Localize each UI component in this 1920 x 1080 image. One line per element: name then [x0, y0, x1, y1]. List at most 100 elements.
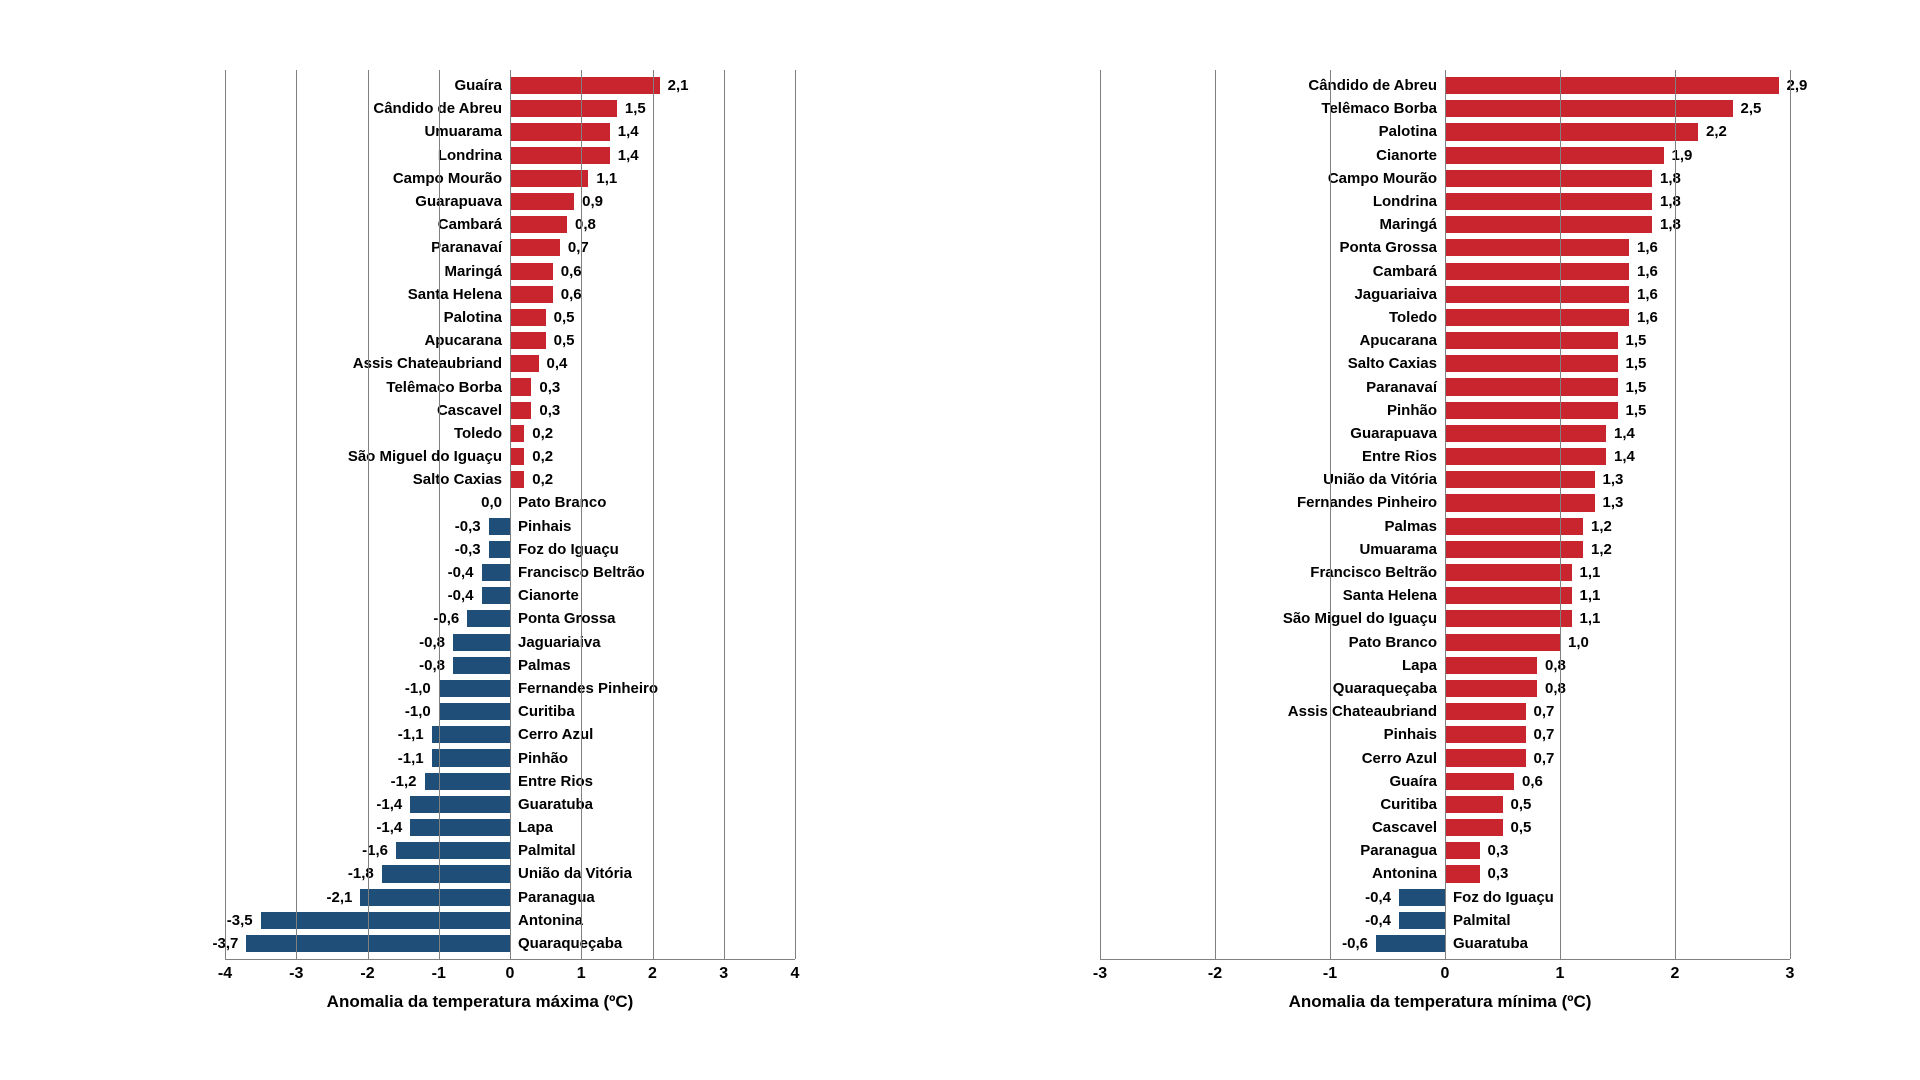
positive-bar	[1445, 378, 1618, 395]
category-label: Assis Chateaubriand	[1288, 703, 1437, 720]
negative-bar	[432, 749, 510, 766]
value-label: 1,8	[1660, 193, 1681, 210]
value-label: 1,4	[618, 123, 639, 140]
x-tick-label: 1	[1556, 965, 1565, 983]
value-label: 0,6	[561, 263, 582, 280]
value-label: 1,6	[1637, 309, 1658, 326]
category-label: Pinhais	[1384, 726, 1437, 743]
category-label: Apucarana	[424, 332, 502, 349]
negative-bar	[482, 564, 511, 581]
category-label: Cerro Azul	[1362, 750, 1437, 767]
grid-line	[296, 70, 297, 959]
value-label: -0,4	[1365, 889, 1391, 906]
negative-bar	[246, 935, 510, 952]
category-label: União da Vitória	[518, 865, 632, 882]
xlabel-right: Anomalia da temperatura mínima (ºC)	[1080, 992, 1800, 1012]
positive-bar	[510, 425, 524, 442]
positive-bar	[510, 239, 560, 256]
value-label: 0,9	[582, 193, 603, 210]
positive-bar	[510, 286, 553, 303]
value-label: -1,4	[376, 819, 402, 836]
value-label: 1,5	[1626, 332, 1647, 349]
positive-bar	[510, 123, 610, 140]
positive-bar	[510, 332, 546, 349]
grid-line	[724, 70, 725, 959]
category-label: Curitiba	[518, 703, 575, 720]
x-tick-label: -2	[360, 965, 374, 983]
category-label: Palotina	[1379, 123, 1437, 140]
category-label: Cianorte	[518, 587, 579, 604]
category-label: Assis Chateaubriand	[353, 355, 502, 372]
positive-bar	[1445, 564, 1572, 581]
category-label: Palmas	[518, 657, 571, 674]
value-label: -1,0	[405, 703, 431, 720]
positive-bar	[510, 378, 531, 395]
value-label: 1,6	[1637, 286, 1658, 303]
value-label: -1,6	[362, 842, 388, 859]
category-label: Paranavaí	[1366, 379, 1437, 396]
category-label: Cambará	[438, 216, 502, 233]
grid-line	[225, 70, 226, 959]
value-label: 2,2	[1706, 123, 1727, 140]
value-label: 0,0	[481, 494, 502, 511]
negative-bar	[1399, 889, 1445, 906]
value-label: -1,2	[391, 773, 417, 790]
value-label: -0,6	[1342, 935, 1368, 952]
value-label: 1,6	[1637, 263, 1658, 280]
x-tick-label: -1	[432, 965, 446, 983]
category-label: Pato Branco	[518, 494, 606, 511]
category-label: Guaíra	[454, 77, 502, 94]
value-label: -0,3	[455, 518, 481, 535]
temp-min-chart: Cândido de Abreu2,9Telêmaco Borba2,5Palo…	[1080, 60, 1800, 1020]
category-label: Palmas	[1384, 518, 1437, 535]
category-label: Maringá	[1379, 216, 1437, 233]
x-tick-label: 3	[1786, 965, 1795, 983]
x-tick-label: -1	[1323, 965, 1337, 983]
value-label: -1,1	[398, 726, 424, 743]
category-label: Palotina	[444, 309, 502, 326]
value-label: 1,3	[1603, 494, 1624, 511]
positive-bar	[510, 471, 524, 488]
value-label: 1,2	[1591, 518, 1612, 535]
value-label: 1,8	[1660, 170, 1681, 187]
positive-bar	[510, 216, 567, 233]
category-label: São Miguel do Iguaçu	[1283, 610, 1437, 627]
value-label: 1,5	[1626, 402, 1647, 419]
temp-max-chart: Guaíra2,1Cândido de Abreu1,5Umuarama1,4L…	[120, 60, 840, 1020]
category-label: Santa Helena	[408, 286, 502, 303]
negative-bar	[439, 680, 510, 697]
positive-bar	[1445, 726, 1526, 743]
category-label: Palmital	[518, 842, 576, 859]
category-label: Toledo	[1389, 309, 1437, 326]
value-label: 0,3	[539, 379, 560, 396]
positive-bar	[510, 147, 610, 164]
value-label: -1,4	[376, 796, 402, 813]
plot-area-right: Cândido de Abreu2,9Telêmaco Borba2,5Palo…	[1100, 70, 1790, 960]
negative-bar	[261, 912, 510, 929]
negative-bar	[467, 610, 510, 627]
negative-bar	[410, 819, 510, 836]
grid-line	[1100, 70, 1101, 959]
value-label: 0,7	[1534, 703, 1555, 720]
negative-bar	[425, 773, 511, 790]
category-label: Santa Helena	[1343, 587, 1437, 604]
negative-bar	[453, 634, 510, 651]
value-label: 0,5	[554, 309, 575, 326]
category-label: Cândido de Abreu	[1308, 77, 1437, 94]
category-label: Fernandes Pinheiro	[1297, 494, 1437, 511]
category-label: Paranagua	[1360, 842, 1437, 859]
positive-bar	[1445, 425, 1606, 442]
plot-area-left: Guaíra2,1Cândido de Abreu1,5Umuarama1,4L…	[225, 70, 795, 960]
positive-bar	[1445, 147, 1664, 164]
x-tick-label: 4	[791, 965, 800, 983]
value-label: -0,8	[419, 634, 445, 651]
category-label: Quaraqueçaba	[1333, 680, 1437, 697]
positive-bar	[510, 193, 574, 210]
positive-bar	[1445, 193, 1652, 210]
zero-line	[1445, 70, 1446, 959]
grid-line	[368, 70, 369, 959]
positive-bar	[1445, 263, 1629, 280]
value-label: -2,1	[327, 889, 353, 906]
value-label: 0,5	[1511, 796, 1532, 813]
category-label: Quaraqueçaba	[518, 935, 622, 952]
